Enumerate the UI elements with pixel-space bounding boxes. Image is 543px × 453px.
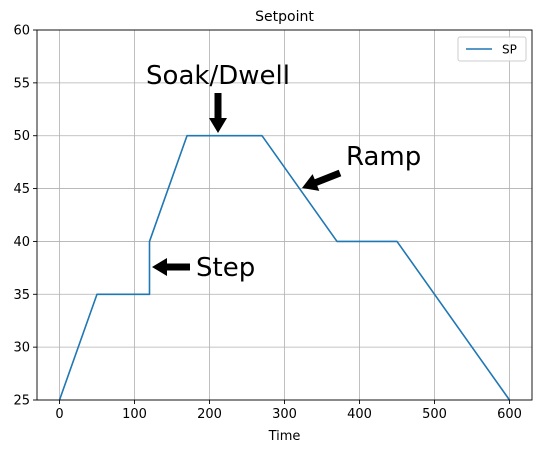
y-tick-label: 50	[13, 129, 30, 144]
x-tick-label: 0	[55, 407, 63, 422]
annotation-step-label: Step	[196, 253, 255, 283]
y-tick-label: 35	[13, 288, 30, 303]
legend: SP	[457, 36, 527, 62]
chart-title: Setpoint	[255, 9, 314, 25]
annotation-ramp-arrow	[302, 169, 342, 191]
y-tick-label: 60	[13, 24, 30, 39]
x-axis-label: Time	[268, 429, 301, 444]
series-layer	[58, 134, 511, 401]
y-tick-label: 30	[13, 341, 30, 356]
x-tick-label: 100	[122, 407, 147, 422]
annotations-layer: Soak/Dwell Step Ramp	[146, 61, 421, 283]
series-line-sp	[58, 134, 511, 401]
annotation-ramp-label: Ramp	[346, 142, 421, 172]
axes-layer: 0 100 200 300 400 500 600 25 30 35 40 45 50 55 60	[13, 24, 533, 422]
legend-label: SP	[502, 43, 517, 57]
x-tick-label: 300	[272, 407, 297, 422]
annotation-soak-dwell-label: Soak/Dwell	[146, 61, 290, 91]
y-tick-label: 55	[13, 76, 30, 91]
y-tick-label: 45	[13, 182, 30, 197]
x-tick-label: 500	[422, 407, 447, 422]
y-tick-label: 40	[13, 235, 30, 250]
annotation-soak-dwell-arrow	[209, 93, 227, 133]
annotation-step-arrow	[152, 258, 190, 276]
grid-layer	[37, 29, 532, 401]
x-tick-label: 600	[497, 407, 522, 422]
x-tick-label: 400	[347, 407, 372, 422]
x-tick-label: 200	[197, 407, 222, 422]
y-tick-label: 25	[13, 394, 30, 409]
